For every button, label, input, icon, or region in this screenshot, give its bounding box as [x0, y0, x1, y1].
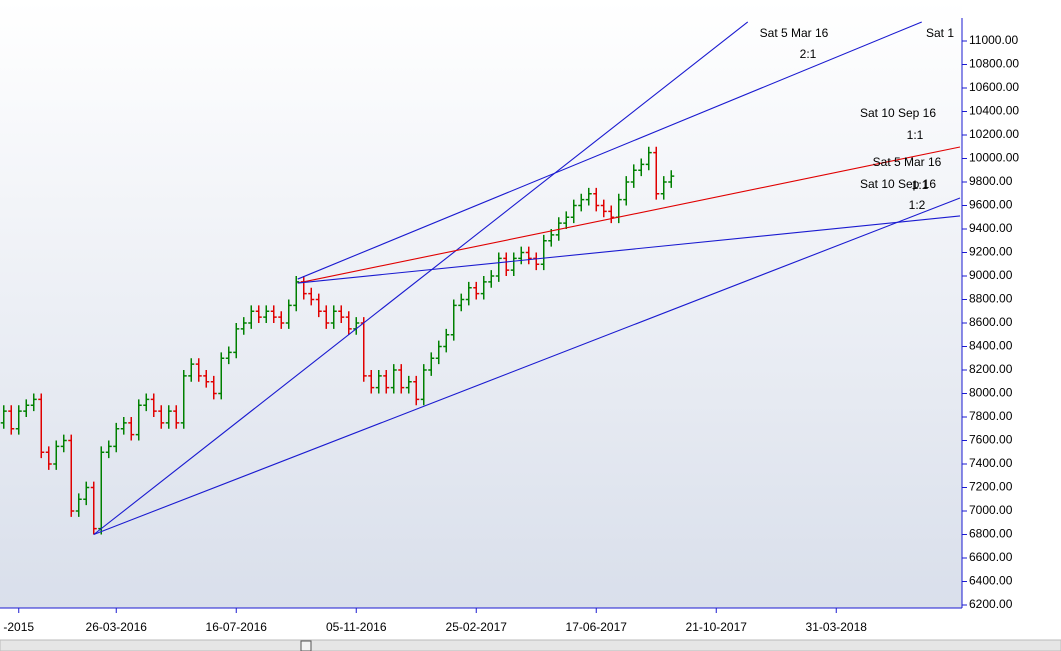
y-tick-label: 10800.00 [969, 57, 1019, 71]
y-tick-label: 10600.00 [969, 80, 1019, 94]
y-tick-label: 7600.00 [969, 433, 1013, 447]
y-tick-label: 6400.00 [969, 574, 1013, 588]
y-tick-label: 8000.00 [969, 386, 1013, 400]
y-tick-label: 10200.00 [969, 127, 1019, 141]
y-tick-label: 9000.00 [969, 268, 1013, 282]
y-tick-label: 9800.00 [969, 174, 1013, 188]
y-tick-label: 7400.00 [969, 456, 1013, 470]
scroll-thumb[interactable] [300, 640, 312, 651]
x-tick-label: 21-10-2017 [686, 620, 748, 634]
y-tick-label: 9600.00 [969, 198, 1013, 212]
fan-label: Sat 5 Mar 16 [760, 26, 829, 40]
axis-panel [962, 0, 1061, 651]
x-tick-label: 17-06-2017 [566, 620, 628, 634]
fan-line [297, 146, 961, 284]
y-tick-label: 11000.00 [969, 33, 1018, 47]
fan-label: Sat 10 Sep 16 [860, 106, 936, 120]
y-tick-label: 7000.00 [969, 503, 1013, 517]
fan-label: Sat 10 Sep 16 [860, 177, 936, 191]
y-tick-label: 8800.00 [969, 292, 1013, 306]
scrollbar[interactable] [0, 639, 1061, 651]
y-tick-label: 6800.00 [969, 527, 1013, 541]
fan-label: Sat 1 [926, 26, 954, 40]
y-tick-label: 10400.00 [969, 104, 1019, 118]
fan-line [93, 197, 961, 536]
fan-label: 1:1 [907, 128, 924, 142]
y-tick-label: 9200.00 [969, 245, 1013, 259]
plot-background [0, 0, 962, 608]
fan-label: Sat 5 Mar 16 [873, 155, 942, 169]
x-tick-label: 16-07-2016 [206, 620, 268, 634]
x-tick-label: -2015 [3, 620, 34, 634]
x-tick-label: 05-11-2016 [326, 620, 387, 634]
y-tick-label: 6600.00 [969, 550, 1013, 564]
fan-line [297, 21, 922, 280]
y-tick-label: 7800.00 [969, 409, 1013, 423]
y-tick-label: 8600.00 [969, 315, 1013, 329]
fan-label: 2:1 [800, 47, 817, 61]
fan-line [93, 21, 749, 535]
y-tick-label: 8400.00 [969, 339, 1013, 353]
fan-label: 1:1 [912, 178, 929, 192]
y-tick-label: 6200.00 [969, 597, 1013, 611]
y-tick-label: 7200.00 [969, 480, 1013, 494]
x-tick-label: 26-03-2016 [86, 620, 148, 634]
y-tick-label: 9400.00 [969, 221, 1013, 235]
fan-line [297, 215, 961, 284]
fan-label: 1:2 [909, 198, 926, 212]
x-tick-label: 31-03-2018 [806, 620, 868, 634]
y-tick-label: 10000.00 [969, 151, 1019, 165]
y-tick-label: 8200.00 [969, 362, 1013, 376]
x-tick-label: 25-02-2017 [446, 620, 508, 634]
